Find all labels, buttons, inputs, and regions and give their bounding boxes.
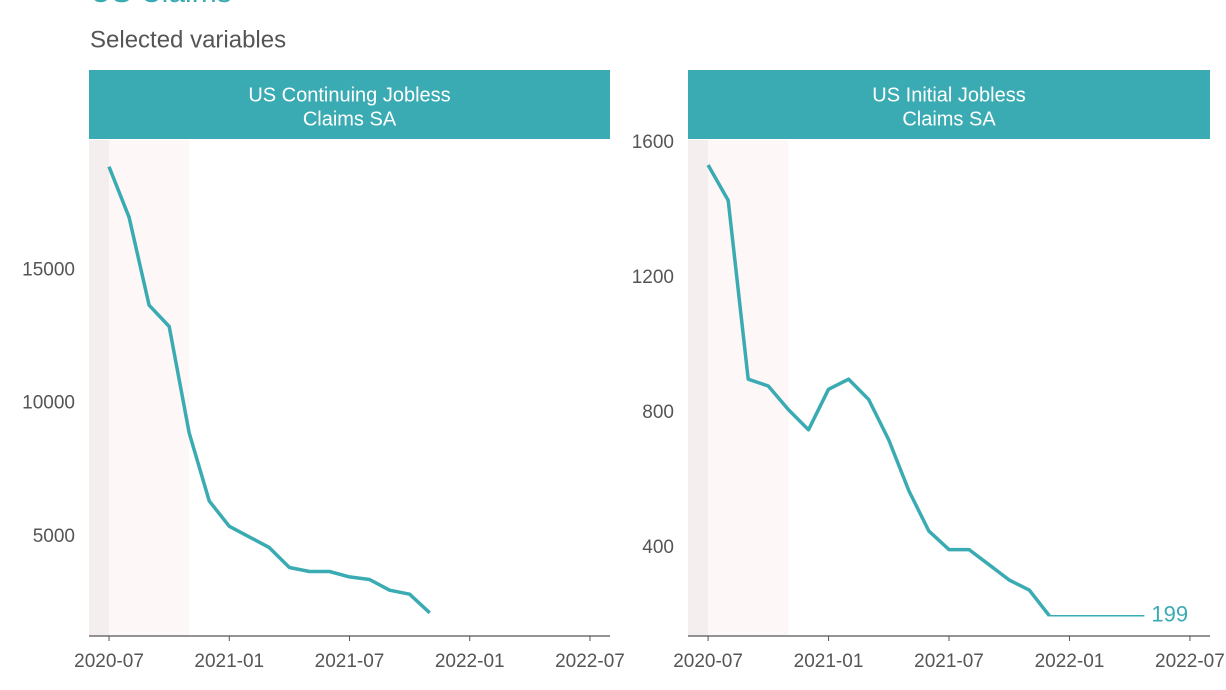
- shaded-region: [89, 140, 110, 636]
- y-tick-label: 1600: [632, 132, 674, 153]
- x-tick-label: 2021-07: [315, 651, 385, 672]
- y-tick-label: 1200: [632, 267, 674, 288]
- x-tick-label: 2022-01: [1035, 651, 1105, 672]
- x-tick-label: 2022-01: [435, 651, 505, 672]
- shaded-region: [688, 140, 709, 636]
- x-tick-label: 2022-07: [1155, 651, 1225, 672]
- shaded-region: [109, 140, 190, 636]
- x-tick-label: 2022-07: [555, 651, 625, 672]
- data-line: [706, 164, 1051, 617]
- x-tick-label: 2020-07: [74, 651, 144, 672]
- panel-strip: [89, 70, 610, 139]
- panel-title: US Initial Jobless: [872, 84, 1025, 106]
- data-line: [107, 165, 431, 615]
- x-tick-label: 2021-01: [194, 651, 264, 672]
- chart-subtitle: Selected variables: [90, 26, 286, 53]
- panel-strip: [688, 70, 1210, 139]
- x-tick-label: 2021-01: [794, 651, 864, 672]
- y-tick-label: 15000: [22, 260, 75, 281]
- y-tick-label: 400: [642, 537, 674, 558]
- shaded-region: [708, 140, 789, 636]
- last-value-label: 199: [1151, 602, 1188, 627]
- panel-title: Claims SA: [303, 108, 397, 130]
- y-tick-label: 5000: [33, 526, 75, 547]
- chart-title: US Claims: [90, 0, 232, 9]
- x-tick-label: 2020-07: [673, 651, 743, 672]
- panel-title: US Continuing Jobless: [248, 84, 450, 106]
- y-tick-label: 800: [642, 402, 674, 423]
- x-tick-label: 2021-07: [914, 651, 984, 672]
- y-tick-label: 10000: [22, 393, 75, 414]
- panel-title: Claims SA: [902, 108, 996, 130]
